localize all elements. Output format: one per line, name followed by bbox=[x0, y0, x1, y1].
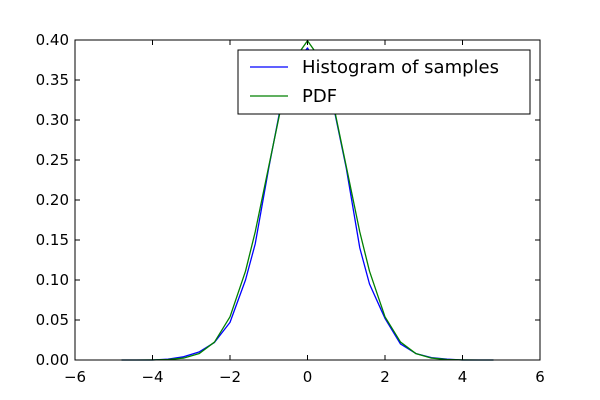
x-tick-label: −4 bbox=[141, 368, 163, 386]
x-tick-label: 6 bbox=[535, 368, 545, 386]
y-tick-label: 0.25 bbox=[36, 151, 69, 169]
x-tick-label: 4 bbox=[458, 368, 468, 386]
legend: Histogram of samples PDF bbox=[237, 49, 531, 115]
y-tick-label: 0.40 bbox=[36, 31, 69, 49]
x-tick-label: −2 bbox=[219, 368, 241, 386]
x-axis: −6 −4 −2 0 2 4 6 bbox=[64, 40, 545, 386]
y-tick-label: 0.05 bbox=[36, 311, 69, 329]
legend-label-1: PDF bbox=[302, 86, 337, 107]
y-axis: 0.00 0.05 0.10 0.15 0.20 0.25 0.30 0.35 0.40 bbox=[36, 31, 540, 369]
legend-box bbox=[237, 49, 531, 115]
x-tick-label: −6 bbox=[64, 368, 86, 386]
y-tick-label: 0.10 bbox=[36, 271, 69, 289]
y-tick-label: 0.35 bbox=[36, 71, 69, 89]
y-tick-label: 0.15 bbox=[36, 231, 69, 249]
y-tick-label: 0.20 bbox=[36, 191, 69, 209]
x-tick-label: 2 bbox=[380, 368, 390, 386]
y-tick-label: 0.30 bbox=[36, 111, 69, 129]
x-tick-label: 0 bbox=[303, 368, 313, 386]
legend-label-0: Histogram of samples bbox=[302, 57, 499, 78]
y-tick-label: 0.00 bbox=[36, 351, 69, 369]
